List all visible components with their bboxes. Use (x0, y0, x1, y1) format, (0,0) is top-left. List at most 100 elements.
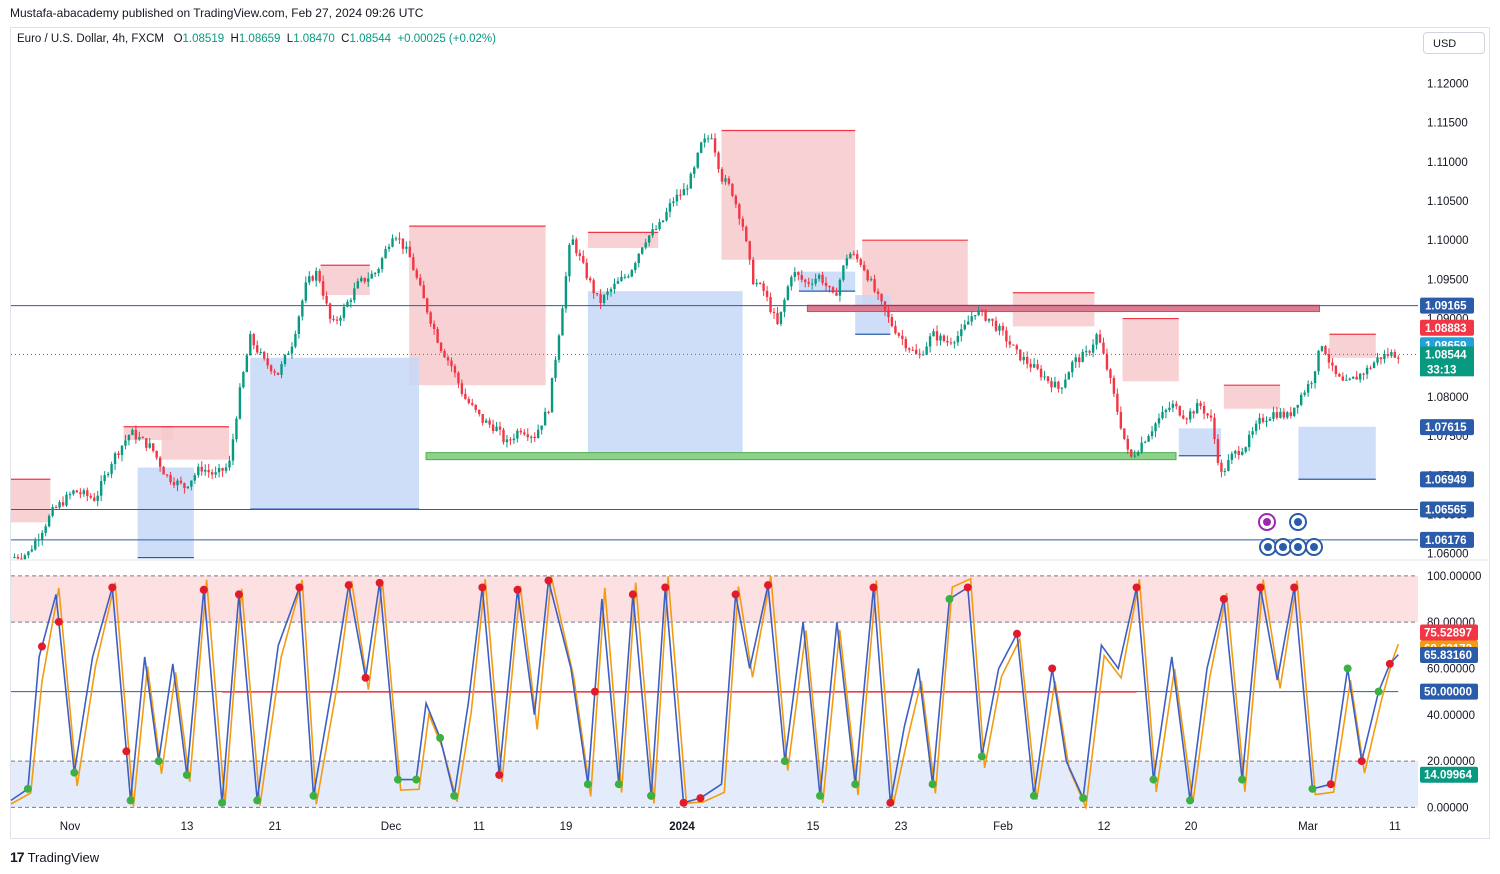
candle (266, 352, 269, 369)
candle-body (1116, 393, 1119, 412)
candle-body (51, 507, 54, 516)
countdown-bg (1420, 361, 1474, 377)
price-axis-tick: 1.09500 (1427, 274, 1469, 286)
candle (620, 270, 623, 282)
candle-body (1331, 362, 1334, 366)
candle-body (1150, 431, 1154, 437)
candle-body (1279, 411, 1282, 418)
candle (1272, 406, 1275, 422)
candle-body (765, 290, 769, 298)
candle-body (457, 372, 460, 384)
candle (956, 330, 960, 346)
candle-body (800, 275, 803, 280)
green-support-zone (425, 452, 1177, 461)
oversold-dot (309, 791, 318, 800)
candle-body (20, 558, 23, 560)
overbought-dot (234, 590, 243, 599)
candle (332, 315, 335, 322)
candle (1230, 451, 1234, 464)
candle-body (401, 238, 405, 249)
candle-body (377, 268, 380, 273)
candle (1289, 406, 1292, 419)
candle-body (242, 372, 245, 388)
candle (1182, 409, 1185, 420)
candle (1334, 365, 1338, 378)
oversold-dot (1149, 775, 1158, 784)
candle-body (99, 481, 103, 496)
candle (30, 545, 34, 553)
tradingview-brand[interactable]: 17 TradingView (10, 849, 99, 865)
candle-body (1372, 362, 1376, 368)
candle-body (145, 438, 148, 448)
candle (1154, 422, 1157, 438)
candle-body (1376, 357, 1379, 363)
candle-body (630, 270, 634, 277)
candle (1237, 445, 1240, 460)
candle-body (703, 138, 706, 143)
candle (734, 194, 738, 208)
candle (117, 451, 120, 459)
candle (190, 480, 193, 491)
candle-body (204, 469, 207, 472)
candle (797, 271, 800, 281)
oversold-dot (393, 775, 402, 784)
candle (214, 466, 217, 478)
overbought-dot (963, 583, 972, 592)
oversold-dot (1308, 784, 1317, 793)
candle-body (103, 475, 106, 482)
oversold-dot (70, 768, 79, 777)
candle (745, 225, 748, 243)
candle (519, 427, 523, 435)
candle-body (977, 310, 980, 315)
price-tag-label: 1.08883 (1425, 323, 1467, 335)
candle-body (1005, 330, 1008, 342)
candle (1046, 375, 1050, 384)
price-tag-bg (1420, 531, 1474, 548)
candle (27, 550, 30, 559)
candle-body (786, 286, 790, 300)
candle-body (72, 490, 75, 495)
candle (928, 333, 932, 353)
time-axis-tick: 12 (1098, 821, 1111, 833)
oversold-dot (218, 798, 227, 807)
low-value: 1.08470 (293, 33, 335, 45)
candle-body (1043, 376, 1046, 378)
candle-body (183, 483, 186, 489)
candle (1338, 372, 1341, 377)
candle-body (446, 357, 450, 361)
candle-body (13, 556, 16, 558)
candle-body (540, 425, 543, 430)
candle (675, 189, 679, 206)
high-value: 1.08659 (238, 33, 281, 45)
candle (557, 333, 561, 363)
candle-body (689, 173, 692, 189)
oversold-dot (977, 752, 986, 761)
candle (1084, 345, 1088, 357)
candle-body (301, 300, 304, 317)
candle (1331, 357, 1334, 372)
candle-body (318, 271, 321, 282)
candle (349, 297, 353, 308)
candle-body (1112, 377, 1116, 394)
candle (99, 475, 103, 502)
candle-body (706, 138, 710, 140)
candle (765, 285, 769, 302)
candle (1341, 372, 1345, 382)
candle (634, 261, 637, 274)
candle (1216, 434, 1220, 466)
candle (536, 424, 540, 439)
overbought-dot (544, 576, 553, 585)
candle (301, 299, 304, 321)
candle-body (415, 270, 418, 278)
time-axis-tick: Feb (993, 821, 1013, 833)
candle (967, 315, 970, 325)
candle-body (1265, 420, 1268, 422)
candle-body (1053, 381, 1057, 388)
currency-button[interactable]: USD (1423, 32, 1485, 54)
candle-body (932, 331, 935, 337)
candle-body (738, 204, 741, 219)
candle-body (1390, 352, 1393, 356)
candle (54, 504, 58, 509)
candle (1299, 392, 1303, 407)
